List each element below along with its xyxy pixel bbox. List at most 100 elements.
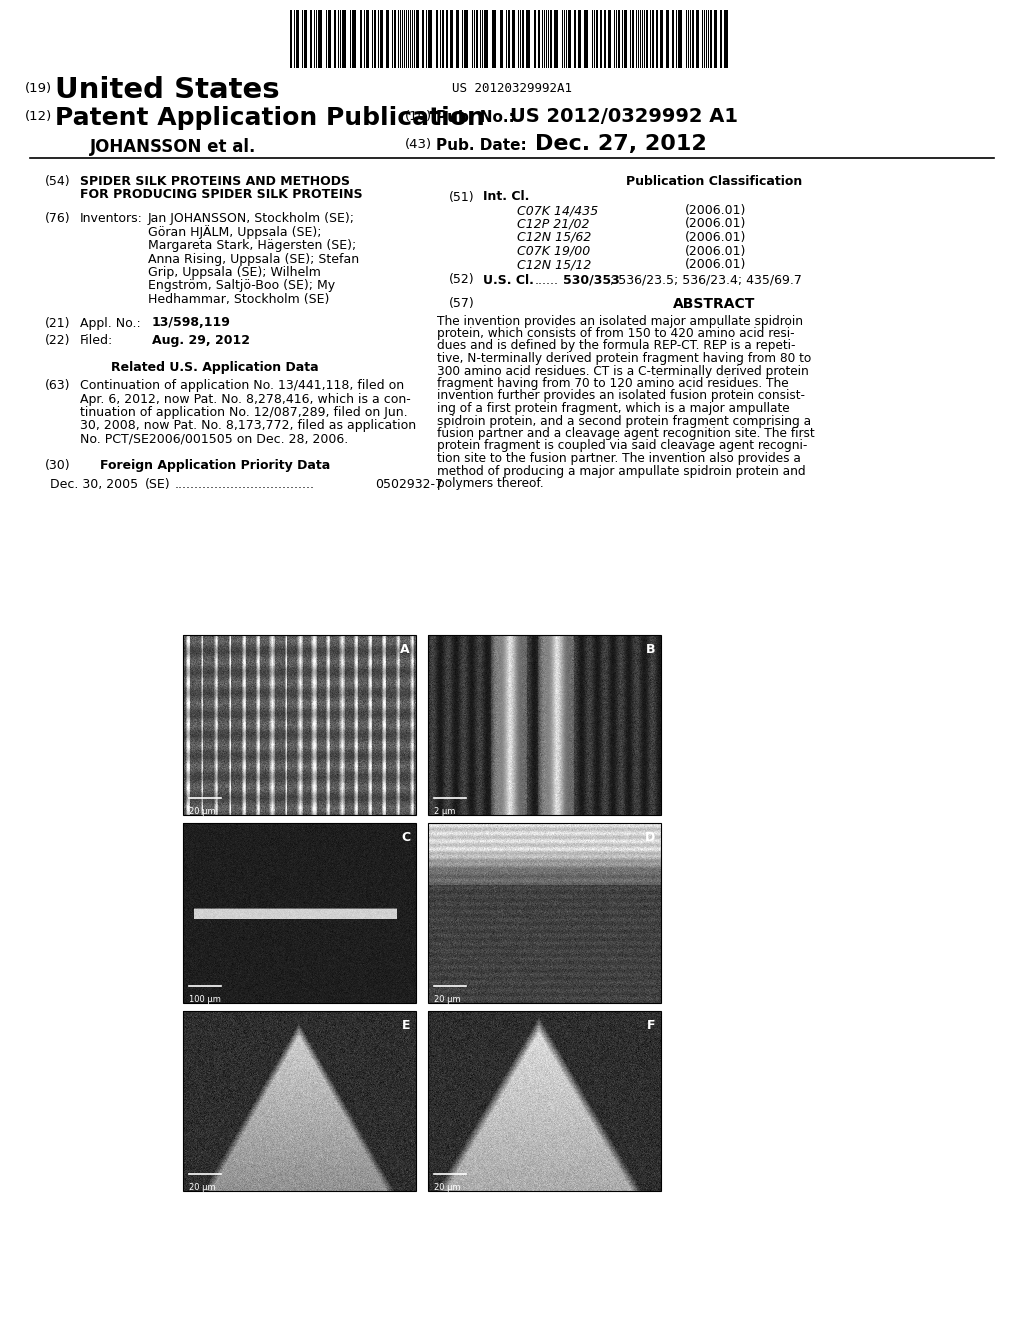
Text: E: E xyxy=(401,1019,410,1032)
Text: (2006.01): (2006.01) xyxy=(685,257,746,271)
Bar xyxy=(672,11,674,69)
Bar xyxy=(618,11,620,69)
Bar xyxy=(624,11,627,69)
Text: C12P 21/02: C12P 21/02 xyxy=(517,218,590,231)
Text: Aug. 29, 2012: Aug. 29, 2012 xyxy=(152,334,250,347)
Bar xyxy=(290,11,292,69)
Text: (21): (21) xyxy=(44,317,70,330)
Text: (51): (51) xyxy=(450,190,475,203)
Bar xyxy=(456,11,459,69)
Text: ing of a first protein fragment, which is a major ampullate: ing of a first protein fragment, which i… xyxy=(437,403,790,414)
Text: fusion partner and a cleavage agent recognition site. The first: fusion partner and a cleavage agent reco… xyxy=(437,426,815,440)
Text: C12N 15/12: C12N 15/12 xyxy=(517,257,592,271)
Bar xyxy=(374,11,376,69)
Bar xyxy=(304,11,307,69)
Text: Inventors:: Inventors: xyxy=(80,213,143,224)
Text: Pub. Date:: Pub. Date: xyxy=(436,139,526,153)
Text: Appl. No.:: Appl. No.: xyxy=(80,317,140,330)
Text: protein, which consists of from 150 to 420 amino acid resi-: protein, which consists of from 150 to 4… xyxy=(437,327,795,341)
Bar xyxy=(428,11,432,69)
Text: Jan JOHANSSON, Stockholm (SE);: Jan JOHANSSON, Stockholm (SE); xyxy=(148,213,355,224)
Bar xyxy=(428,635,662,814)
Text: (19): (19) xyxy=(25,82,52,95)
Bar xyxy=(386,11,389,69)
Bar xyxy=(666,11,669,69)
Text: B: B xyxy=(645,643,655,656)
Text: (57): (57) xyxy=(450,297,475,310)
Bar xyxy=(692,11,694,69)
Text: Related U.S. Application Data: Related U.S. Application Data xyxy=(112,362,318,375)
Bar xyxy=(464,11,468,69)
Text: spidroin protein, and a second protein fragment comprising a: spidroin protein, and a second protein f… xyxy=(437,414,811,428)
Text: 20 μm: 20 μm xyxy=(189,807,216,816)
Bar xyxy=(492,11,496,69)
Text: fragment having from 70 to 120 amino acid residues. The: fragment having from 70 to 120 amino aci… xyxy=(437,378,788,389)
Bar xyxy=(720,11,722,69)
Bar xyxy=(352,11,356,69)
Text: 100 μm: 100 μm xyxy=(189,995,221,1005)
Text: ; 536/23.5; 536/23.4; 435/69.7: ; 536/23.5; 536/23.4; 435/69.7 xyxy=(610,273,802,286)
Text: Int. Cl.: Int. Cl. xyxy=(483,190,529,203)
Text: Apr. 6, 2012, now Pat. No. 8,278,416, which is a con-: Apr. 6, 2012, now Pat. No. 8,278,416, wh… xyxy=(80,392,411,405)
Text: (30): (30) xyxy=(44,458,70,471)
Text: invention further provides an isolated fusion protein consist-: invention further provides an isolated f… xyxy=(437,389,805,403)
Text: method of producing a major ampullate spidroin protein and: method of producing a major ampullate sp… xyxy=(437,465,806,478)
Bar xyxy=(678,11,682,69)
Bar xyxy=(522,11,524,69)
Bar xyxy=(476,11,478,69)
Text: Margareta Stark, Hägersten (SE);: Margareta Stark, Hägersten (SE); xyxy=(148,239,356,252)
Text: (2006.01): (2006.01) xyxy=(685,231,746,244)
Text: Grip, Uppsala (SE); Wilhelm: Grip, Uppsala (SE); Wilhelm xyxy=(148,267,321,279)
Bar xyxy=(183,822,416,1003)
Text: (63): (63) xyxy=(44,379,70,392)
Bar xyxy=(724,11,728,69)
Text: United States: United States xyxy=(55,77,280,104)
Text: ...................................: ................................... xyxy=(175,478,315,491)
Bar xyxy=(550,11,552,69)
Bar xyxy=(442,11,444,69)
Text: ......: ...... xyxy=(535,273,559,286)
Bar xyxy=(608,11,611,69)
Bar xyxy=(584,11,588,69)
Bar xyxy=(526,11,530,69)
Bar xyxy=(366,11,369,69)
Bar xyxy=(484,11,488,69)
Bar xyxy=(436,11,438,69)
Bar xyxy=(183,1011,416,1191)
Bar xyxy=(310,11,312,69)
Text: Patent Application Publication: Patent Application Publication xyxy=(55,106,485,129)
Bar xyxy=(534,11,536,69)
Text: (76): (76) xyxy=(44,213,70,224)
Bar xyxy=(578,11,581,69)
Bar xyxy=(512,11,515,69)
Bar xyxy=(450,11,453,69)
Text: ABSTRACT: ABSTRACT xyxy=(674,297,756,312)
Text: Foreign Application Priority Data: Foreign Application Priority Data xyxy=(100,458,330,471)
Text: dues and is defined by the formula REP-CT. REP is a repeti-: dues and is defined by the formula REP-C… xyxy=(437,339,796,352)
Bar xyxy=(554,11,558,69)
Text: US 2012/0329992 A1: US 2012/0329992 A1 xyxy=(510,107,738,125)
Bar xyxy=(328,11,331,69)
Text: (12): (12) xyxy=(25,110,52,123)
Bar xyxy=(714,11,717,69)
Text: 13/598,119: 13/598,119 xyxy=(152,317,230,330)
Text: (SE): (SE) xyxy=(145,478,171,491)
Text: Anna Rising, Uppsala (SE); Stefan: Anna Rising, Uppsala (SE); Stefan xyxy=(148,252,359,265)
Bar xyxy=(656,11,658,69)
Bar xyxy=(538,11,540,69)
Bar xyxy=(318,11,322,69)
Bar xyxy=(604,11,606,69)
Bar xyxy=(660,11,663,69)
Text: Publication Classification: Publication Classification xyxy=(627,176,803,187)
Text: 530/353: 530/353 xyxy=(563,273,620,286)
Text: No. PCT/SE2006/001505 on Dec. 28, 2006.: No. PCT/SE2006/001505 on Dec. 28, 2006. xyxy=(80,433,348,446)
Text: C12N 15/62: C12N 15/62 xyxy=(517,231,592,244)
Text: U.S. Cl.: U.S. Cl. xyxy=(483,273,534,286)
Text: 2 μm: 2 μm xyxy=(434,807,456,816)
Text: JOHANSSON et al.: JOHANSSON et al. xyxy=(90,139,256,156)
Bar xyxy=(568,11,571,69)
Text: (22): (22) xyxy=(44,334,70,347)
Text: tion site to the fusion partner. The invention also provides a: tion site to the fusion partner. The inv… xyxy=(437,451,801,465)
Bar xyxy=(446,11,449,69)
Text: FOR PRODUCING SPIDER SILK PROTEINS: FOR PRODUCING SPIDER SILK PROTEINS xyxy=(80,189,362,202)
